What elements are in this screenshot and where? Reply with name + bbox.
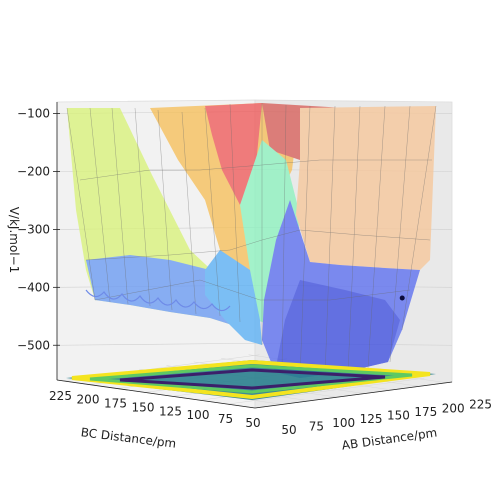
surface-peak-left [205,103,262,205]
contour-ring-purple [119,368,386,390]
contour-ring-yellow [71,359,431,400]
z-tick-label: −200 [17,165,50,179]
y-tick-label: 125 [159,404,182,418]
position-marker [399,295,405,301]
y-axis-label: BC Distance/pm [80,425,177,451]
axes [56,102,453,409]
y-tick-label: 225 [49,389,72,403]
energy-surface [66,103,437,379]
y-axis-line [56,379,256,409]
x-tick-label: 75 [309,419,324,433]
tick-labels: −100 −200 −300 −400 −500 225 200 175 150 125 100 75… [17,107,492,437]
x-axis-line [254,381,453,409]
x-tick-label: 125 [360,412,383,426]
x-tick-label: 50 [281,423,296,437]
surface-rim-left [85,289,231,312]
x-tick-label: 175 [414,405,437,419]
x-tick-label: 225 [469,398,492,412]
y-tick-label: 50 [245,416,260,430]
contour-base [66,359,436,400]
x-tick-label: 100 [332,416,355,430]
z-tick-label: −300 [17,222,50,236]
x-tick-label: 200 [442,401,465,415]
z-tick-label: −400 [17,280,50,294]
z-axis-label: V/kJ.mol−1 [7,207,21,274]
y-tick-label: 75 [218,412,233,426]
z-tick-label: −100 [17,107,50,121]
z-gridline [56,342,256,346]
y-tick-label: 150 [132,400,155,414]
x-tick-label: 150 [387,409,410,423]
surface-right-plateau [296,106,436,270]
x-axis-label: AB Distance/pm [341,425,438,452]
z-tick-label: −500 [17,338,50,352]
y-tick-label: 175 [104,397,127,411]
y-tick-label: 200 [77,393,100,407]
y-tick-label: 100 [187,408,210,422]
surface-center-blue [205,250,262,345]
contour-ring-green [89,364,413,394]
